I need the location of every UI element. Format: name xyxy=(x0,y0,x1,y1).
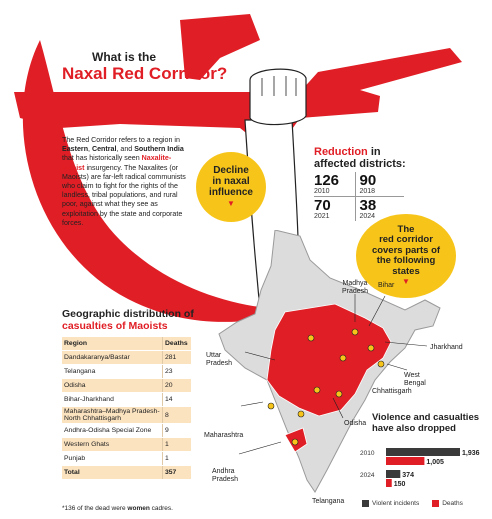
intro-text: The Red Corridor refers to a region in E… xyxy=(62,136,186,227)
decline-bubble: Decline in naxal influence ▼ xyxy=(196,152,266,222)
label-odisha: Odisha xyxy=(344,420,367,427)
table-total-row: Total 357 xyxy=(62,465,191,480)
reduction-grid: 126 2010 90 2018 70 2021 38 2024 xyxy=(314,172,404,221)
reduction-cell: 38 2024 xyxy=(359,197,377,220)
label-madhya-pradesh: Madhya Pradesh xyxy=(341,280,369,295)
legend-swatch-incidents xyxy=(362,500,369,507)
corridor-bubble: The red corridor covers parts of the fol… xyxy=(356,214,456,298)
bar-label-deaths: 1,005 xyxy=(426,459,444,466)
page-title: Naxal Red Corridor? xyxy=(62,64,228,83)
sickle-shape xyxy=(22,40,300,322)
casualties-table: Region Deaths Dandakaranya/Bastar 281 Tela… xyxy=(62,337,191,480)
table-row: Dandakaranya/Bastar 281 xyxy=(62,350,191,365)
table-header-row: Region Deaths xyxy=(62,337,191,351)
title-question: What is the xyxy=(92,50,157,64)
label-chhattisgarh: Chhattisgarh xyxy=(372,388,412,395)
bar-incidents xyxy=(386,448,460,456)
violence-title: Violence and casualties have also droppe… xyxy=(372,412,480,434)
rifle-stock-shape xyxy=(180,14,260,80)
map-markers xyxy=(267,328,385,446)
label-telangana: Telangana xyxy=(312,498,345,505)
table-row: Bihar-Jharkhand 14 xyxy=(62,392,191,407)
label-andhra-pradesh: Andhra Pradesh xyxy=(212,468,239,483)
reduction-cell: 126 2010 xyxy=(314,172,356,196)
bar-deaths xyxy=(386,457,425,465)
arrow-down-icon: ▼ xyxy=(402,277,410,286)
table-row: Telangana 23 xyxy=(62,364,191,379)
table-row: Odisha 20 xyxy=(62,378,191,393)
bar-deaths xyxy=(386,479,392,487)
bar-label-incidents: 374 xyxy=(402,472,414,479)
bar-incidents xyxy=(386,470,401,478)
footnote: *136 of the dead were women cadres. xyxy=(62,505,173,512)
year-label: 2010 xyxy=(360,450,375,457)
table-title: Geographic distribution of casualties of… xyxy=(62,308,194,332)
label-bihar: Bihar xyxy=(378,282,395,289)
reduction-title: Reduction in affected districts: xyxy=(314,146,406,170)
year-label: 2024 xyxy=(360,472,375,479)
red-corridor-region xyxy=(266,303,392,417)
table-row: Western Ghats 1 xyxy=(62,437,191,452)
violence-chart: 2010 1,936 1,005 2024 374 150 xyxy=(360,448,480,488)
india-map xyxy=(218,230,441,493)
bar-label-incidents: 1,936 xyxy=(462,450,480,457)
label-west-bengal: West Bengal xyxy=(404,372,426,387)
bar-label-deaths: 150 xyxy=(394,481,406,488)
label-jharkhand: Jharkhand xyxy=(430,344,463,351)
label-uttar-pradesh: Uttar Pradesh xyxy=(206,352,233,367)
reduction-cell: 90 2018 xyxy=(359,172,377,195)
legend-deaths: Deaths xyxy=(442,500,463,507)
table-row: Andhra-Odisha Special Zone 9 xyxy=(62,423,191,438)
fist-shape xyxy=(249,68,307,126)
legend: Violent incidents Deaths xyxy=(362,500,463,507)
reduction-cell: 70 2021 xyxy=(314,197,356,221)
legend-swatch-deaths xyxy=(432,500,440,507)
rifle-shape xyxy=(14,48,462,136)
arrow-down-icon: ▼ xyxy=(227,199,235,208)
table-row: Maharashtra–Madhya Pradesh-North Chhatti… xyxy=(62,406,191,424)
label-maharashtra: Maharashtra xyxy=(204,432,244,439)
legend-incidents: Violent incidents xyxy=(372,500,420,507)
table-row: Punjab 1 xyxy=(62,451,191,466)
